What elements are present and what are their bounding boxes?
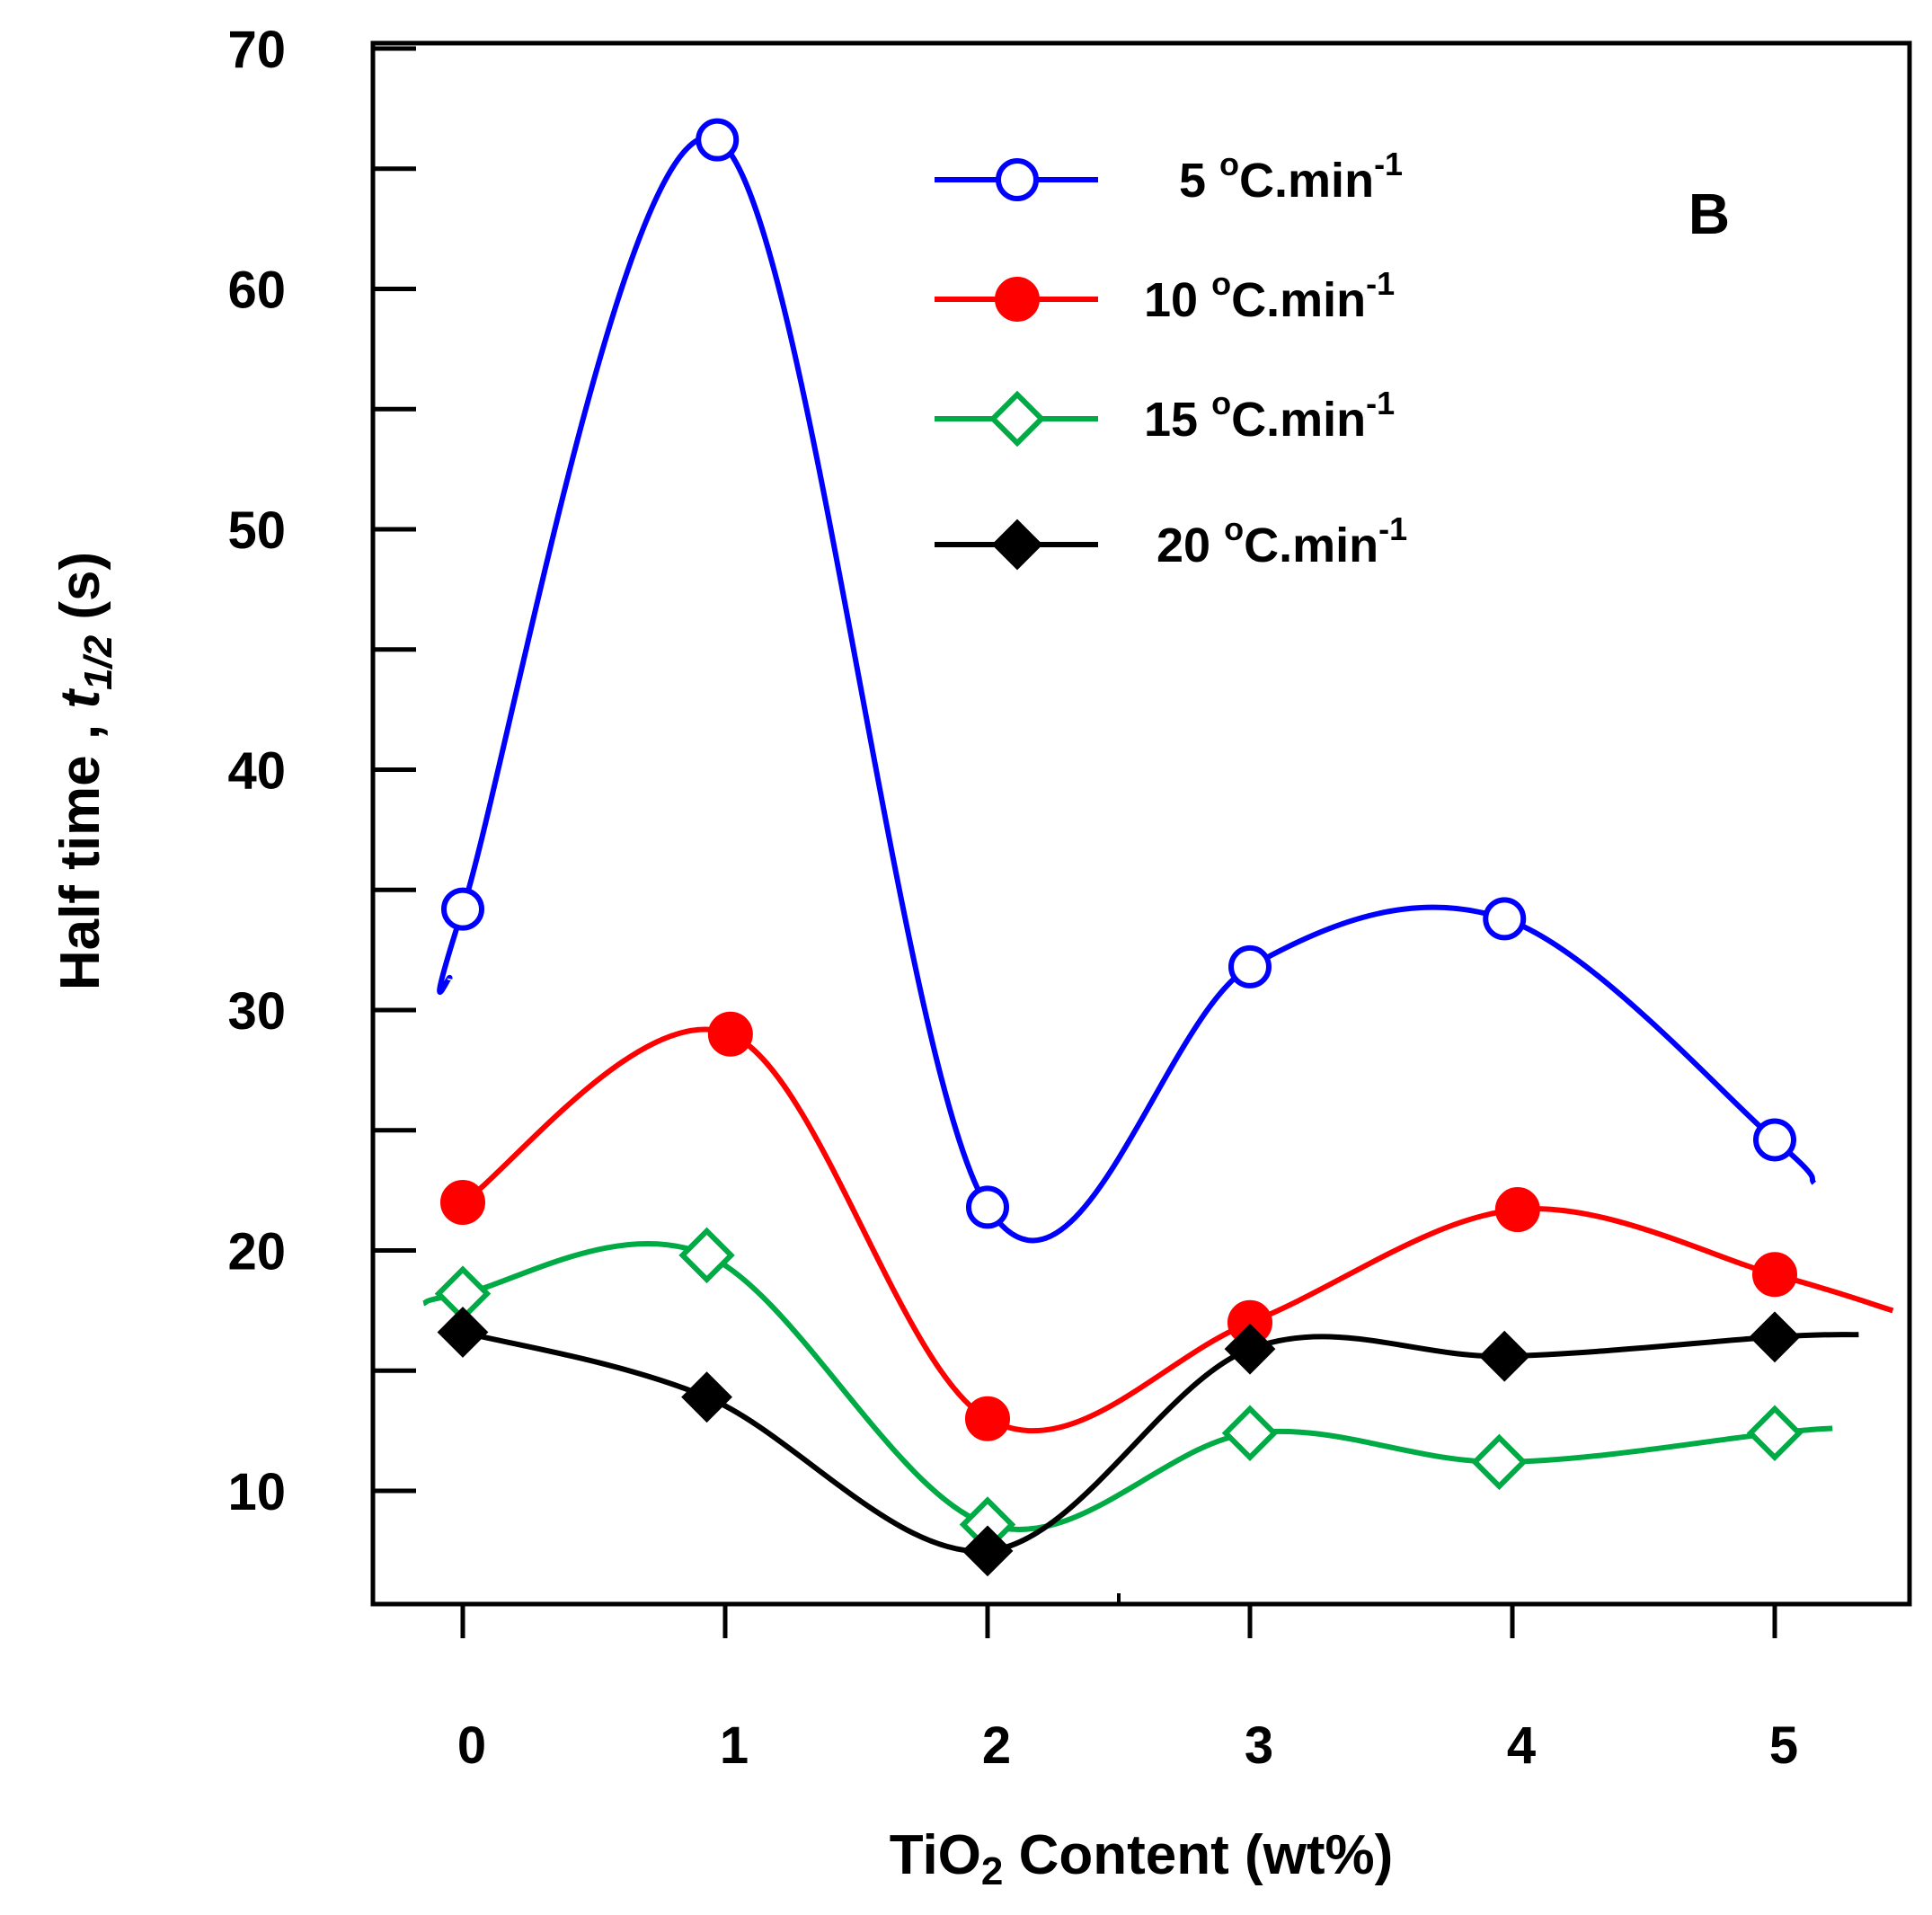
x-tick-label: 3 <box>1245 1716 1273 1775</box>
y-tick-label: 30 <box>227 982 286 1041</box>
x-tick-label: 4 <box>1507 1716 1536 1775</box>
data-point <box>1228 944 1272 989</box>
series-curves <box>422 134 1894 1555</box>
data-point <box>1752 1252 1797 1298</box>
data-point <box>1483 897 1527 941</box>
y-axis-title: Half time , t1/2 (s) <box>49 552 120 990</box>
y-tick-label: 10 <box>227 1463 286 1521</box>
legend-item: 10 oC.min-1 <box>935 265 1395 327</box>
data-point <box>1471 1433 1528 1491</box>
legend-item: 5 oC.min-1 <box>935 146 1403 208</box>
data-point <box>437 1307 489 1358</box>
y-tick-label: 70 <box>227 21 286 79</box>
legend-item: 15 oC.min-1 <box>935 385 1395 448</box>
data-point <box>696 118 740 162</box>
data-point <box>441 887 484 931</box>
x-tick-label: 1 <box>720 1716 749 1775</box>
data-point <box>1749 1311 1801 1363</box>
legend-label: 15 oC.min-1 <box>1144 385 1395 447</box>
data-point <box>681 1371 732 1423</box>
y-tick-label: 40 <box>227 742 286 801</box>
data-point <box>1494 1187 1540 1233</box>
series-line <box>461 1026 1894 1433</box>
series-line <box>422 1240 1833 1533</box>
data-point <box>1224 1323 1276 1375</box>
y-axis: 10 20 30 40 50 60 70 <box>227 21 416 1521</box>
data-point <box>707 1011 753 1057</box>
legend-label: 5 oC.min-1 <box>1179 146 1403 208</box>
y-tick-label: 50 <box>227 501 286 560</box>
legend-marker <box>988 390 1046 448</box>
data-point <box>1221 1405 1279 1462</box>
legend-label: 10 oC.min-1 <box>1144 265 1395 327</box>
legend-item: 20 oC.min-1 <box>935 510 1407 572</box>
x-axis-title: TiO2 Content (wt%) <box>890 1824 1394 1893</box>
data-point <box>678 1227 735 1284</box>
data-point <box>1753 1118 1796 1162</box>
x-tick-label: 2 <box>982 1716 1011 1775</box>
series-line <box>462 1329 1859 1555</box>
legend-label: 20 oC.min-1 <box>1157 510 1407 572</box>
plot-frame <box>370 40 1912 1607</box>
data-point <box>966 1185 1009 1229</box>
legend-marker <box>995 277 1040 322</box>
y-tick-label: 60 <box>227 262 286 320</box>
x-axis: 0 1 2 3 4 5 <box>457 1593 1798 1775</box>
x-tick-label: 0 <box>457 1716 486 1775</box>
y-tick-label: 20 <box>227 1223 286 1281</box>
data-point <box>440 1180 485 1225</box>
data-point <box>1478 1330 1530 1382</box>
data-point <box>965 1396 1010 1441</box>
legend-marker <box>991 519 1043 571</box>
panel-label: B <box>1688 182 1730 246</box>
series-markers <box>434 118 1803 1577</box>
legend: 5 oC.min-1 10 oC.min-1 15 oC.min-1 20 oC.mi… <box>935 146 1407 572</box>
data-point <box>962 1525 1014 1577</box>
x-tick-label: 5 <box>1769 1716 1798 1775</box>
series-line <box>437 134 1817 1244</box>
legend-marker <box>996 158 1039 201</box>
data-point <box>1746 1405 1803 1462</box>
